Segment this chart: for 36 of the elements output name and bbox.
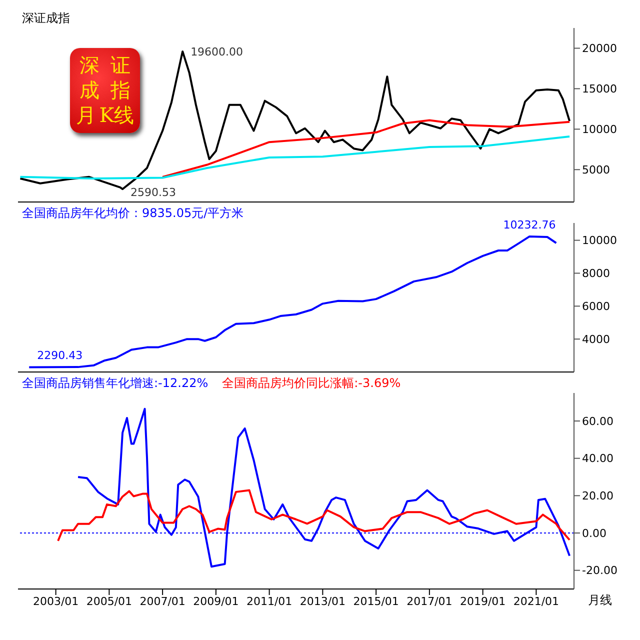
x-tick-label: 2013/01 — [300, 594, 346, 608]
y-tick-label: 10000 — [582, 234, 617, 248]
annotation: 2290.43 — [37, 349, 83, 362]
y-tick-label: -20.00 — [582, 564, 618, 578]
y-tick-label: 20.00 — [582, 490, 614, 503]
y-tick-label: 6000 — [582, 300, 610, 314]
x-tick-label: 2011/01 — [246, 594, 292, 608]
annotation: 10232.76 — [503, 218, 556, 232]
x-tick-label: 2005/01 — [86, 594, 132, 608]
x-tick-label: 2009/01 — [193, 594, 239, 608]
x-axis-title: 月线 — [588, 592, 612, 609]
x-tick-label: 2017/01 — [406, 594, 452, 608]
y-tick-label: 10000 — [582, 123, 617, 136]
text: 全国商品房均价同比涨幅:-3.69% — [222, 375, 401, 392]
annotation: 19600.00 — [190, 45, 244, 58]
y-tick-label: 40.00 — [582, 452, 614, 466]
line-series — [162, 119, 571, 178]
text: 全国商品房销售年化增速:-12.22% — [22, 375, 208, 392]
x-tick-label: 2007/01 — [140, 594, 186, 608]
y-tick-label: 60.00 — [582, 414, 614, 428]
y-tick-label: 5000 — [582, 164, 610, 177]
x-tick-label: 2015/01 — [353, 594, 399, 608]
y-tick-label: 8000 — [582, 267, 610, 280]
annotation: 2590.53 — [130, 186, 176, 200]
line-series — [28, 235, 558, 368]
line-series — [19, 135, 571, 180]
text: 全国商品房年化均价：9835.05元/平方米 — [22, 205, 244, 222]
y-tick-label: 15000 — [582, 82, 617, 96]
y-tick-label: 4000 — [582, 332, 610, 346]
x-tick-label: 2019/01 — [460, 594, 506, 608]
y-tick-label: 0.00 — [582, 526, 606, 540]
chart-title: 深证成指 — [22, 10, 70, 27]
line-series — [57, 489, 571, 542]
x-tick-label: 2021/01 — [513, 594, 560, 608]
x-tick-label: 2003/01 — [32, 594, 79, 608]
y-tick-label: 20000 — [582, 42, 617, 56]
